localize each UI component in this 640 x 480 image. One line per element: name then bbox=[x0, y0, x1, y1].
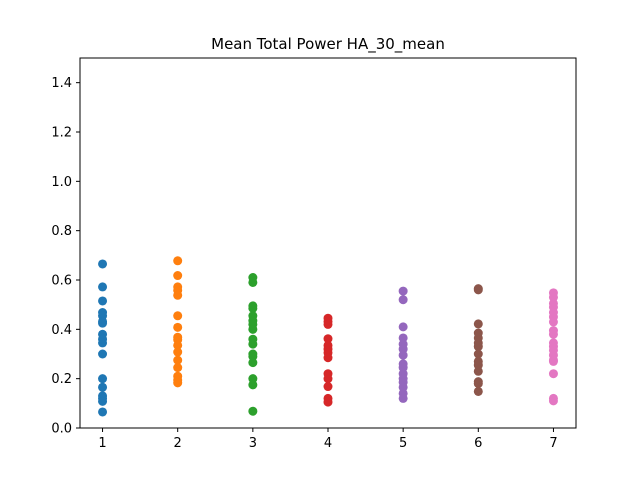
chart-title: Mean Total Power HA_30_mean bbox=[211, 35, 445, 54]
data-point-g1-11 bbox=[98, 374, 108, 384]
data-point-g4-7 bbox=[323, 353, 333, 363]
x-tick-label: 7 bbox=[549, 436, 557, 451]
x-tick-label: 1 bbox=[98, 436, 106, 451]
data-point-g6-2 bbox=[473, 319, 483, 329]
data-point-g2-6 bbox=[173, 322, 183, 332]
x-tick-label: 3 bbox=[249, 436, 257, 451]
data-point-g1-2 bbox=[98, 296, 108, 306]
data-point-g4-2 bbox=[323, 319, 333, 329]
data-point-g3-11 bbox=[248, 351, 258, 361]
data-point-g4-9 bbox=[323, 374, 333, 384]
y-tick-label: 0.8 bbox=[51, 224, 72, 239]
data-point-g1-12 bbox=[98, 382, 108, 392]
data-point-g1-0 bbox=[98, 259, 108, 269]
data-point-g5-3 bbox=[398, 333, 408, 343]
data-point-g5-14 bbox=[398, 393, 408, 403]
data-point-g2-9 bbox=[173, 340, 183, 350]
data-point-g5-1 bbox=[398, 295, 408, 305]
data-point-g6-9 bbox=[473, 360, 483, 370]
data-point-g1-10 bbox=[98, 349, 108, 359]
data-point-g3-7 bbox=[248, 324, 258, 334]
y-axis: 0.0 0.2 0.4 0.6 0.8 1.0 1.2 1.4 bbox=[51, 76, 80, 437]
data-point-g4-10 bbox=[323, 382, 333, 392]
data-point-g3-1 bbox=[248, 277, 258, 287]
data-point-g3-12 bbox=[248, 358, 258, 368]
data-point-g3-15 bbox=[248, 406, 258, 416]
data-point-g1-9 bbox=[98, 338, 108, 348]
data-point-g7-1 bbox=[548, 292, 558, 302]
y-tick-label: 0.4 bbox=[51, 323, 72, 338]
data-point-g5-0 bbox=[398, 286, 408, 296]
x-tick-label: 6 bbox=[474, 436, 482, 451]
data-point-g5-2 bbox=[398, 322, 408, 332]
y-tick-label: 0.0 bbox=[51, 422, 72, 437]
data-point-g5-12 bbox=[398, 382, 408, 392]
data-point-g5-8 bbox=[398, 363, 408, 373]
data-point-g7-17 bbox=[548, 396, 558, 406]
data-point-g2-1 bbox=[173, 271, 183, 281]
data-point-g4-12 bbox=[323, 397, 333, 407]
y-tick-label: 0.6 bbox=[51, 274, 72, 289]
data-point-g2-10 bbox=[173, 347, 183, 357]
data-point-g3-13 bbox=[248, 374, 258, 384]
data-point-g6-13 bbox=[473, 386, 483, 396]
data-point-g5-6 bbox=[398, 350, 408, 360]
data-point-g7-15 bbox=[548, 369, 558, 379]
y-tick-label: 1.2 bbox=[51, 126, 72, 141]
y-tick-label: 0.2 bbox=[51, 372, 72, 387]
y-tick-label: 1.4 bbox=[51, 76, 72, 91]
data-point-g7-14 bbox=[548, 356, 558, 366]
data-point-g3-14 bbox=[248, 380, 258, 390]
data-point-g7-6 bbox=[548, 317, 558, 327]
data-point-g1-1 bbox=[98, 282, 108, 292]
data-point-g2-11 bbox=[173, 355, 183, 365]
x-tick-label: 5 bbox=[399, 436, 407, 451]
data-point-g4-3 bbox=[323, 334, 333, 344]
data-points bbox=[98, 256, 558, 417]
data-point-g3-3 bbox=[248, 303, 258, 313]
x-axis: 1 2 3 4 5 6 7 bbox=[98, 428, 558, 451]
data-point-g6-6 bbox=[473, 342, 483, 352]
y-tick-label: 1.0 bbox=[51, 175, 72, 190]
data-point-g6-12 bbox=[473, 379, 483, 389]
data-point-g6-10 bbox=[473, 366, 483, 376]
data-point-g6-1 bbox=[473, 285, 483, 295]
data-point-g6-7 bbox=[473, 349, 483, 359]
data-point-g7-8 bbox=[548, 329, 558, 339]
data-point-g2-15 bbox=[173, 378, 183, 388]
data-point-g3-9 bbox=[248, 339, 258, 349]
data-point-g5-5 bbox=[398, 344, 408, 354]
data-point-g1-15 bbox=[98, 396, 108, 406]
data-point-g2-12 bbox=[173, 363, 183, 373]
data-point-g1-6 bbox=[98, 318, 108, 328]
data-point-g1-16 bbox=[98, 407, 108, 417]
data-point-g2-5 bbox=[173, 311, 183, 321]
x-tick-label: 4 bbox=[324, 436, 332, 451]
data-point-g2-0 bbox=[173, 256, 183, 266]
x-tick-label: 2 bbox=[174, 436, 182, 451]
data-point-g2-4 bbox=[173, 290, 183, 300]
